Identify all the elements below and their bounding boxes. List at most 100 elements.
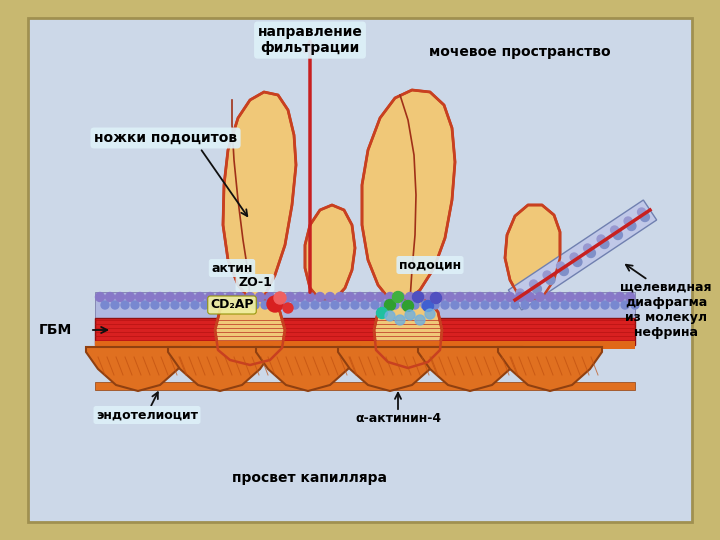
Circle shape xyxy=(485,293,495,301)
Circle shape xyxy=(591,301,599,309)
Circle shape xyxy=(557,262,564,270)
Circle shape xyxy=(561,301,569,309)
Polygon shape xyxy=(374,300,442,368)
Circle shape xyxy=(301,301,309,309)
Circle shape xyxy=(101,301,109,309)
Circle shape xyxy=(361,301,369,309)
FancyBboxPatch shape xyxy=(95,382,635,390)
Circle shape xyxy=(600,240,609,248)
Circle shape xyxy=(395,315,405,325)
Text: подоцин: подоцин xyxy=(399,259,461,272)
Circle shape xyxy=(565,293,575,301)
Circle shape xyxy=(501,301,509,309)
Circle shape xyxy=(481,301,489,309)
Circle shape xyxy=(426,293,434,301)
Text: щелевидная
диафрагма
из молекул
нефрина: щелевидная диафрагма из молекул нефрина xyxy=(620,281,712,339)
Polygon shape xyxy=(338,347,442,391)
Circle shape xyxy=(543,271,551,279)
Circle shape xyxy=(570,253,578,261)
Circle shape xyxy=(521,301,529,309)
Circle shape xyxy=(215,293,225,301)
Circle shape xyxy=(491,301,499,309)
Circle shape xyxy=(516,289,524,297)
Circle shape xyxy=(413,292,423,302)
Circle shape xyxy=(281,301,289,309)
Circle shape xyxy=(423,300,433,312)
Circle shape xyxy=(616,293,624,301)
Circle shape xyxy=(584,244,592,252)
Circle shape xyxy=(371,301,379,309)
Circle shape xyxy=(446,293,454,301)
Circle shape xyxy=(392,292,403,302)
Circle shape xyxy=(235,293,245,301)
Circle shape xyxy=(624,217,632,225)
Circle shape xyxy=(161,301,169,309)
Circle shape xyxy=(421,301,429,309)
Circle shape xyxy=(201,301,209,309)
Circle shape xyxy=(385,293,395,301)
Circle shape xyxy=(586,248,595,258)
Circle shape xyxy=(283,303,293,313)
Circle shape xyxy=(627,221,636,231)
Circle shape xyxy=(106,293,114,301)
Circle shape xyxy=(638,208,646,216)
Circle shape xyxy=(145,293,155,301)
Circle shape xyxy=(341,301,349,309)
Circle shape xyxy=(196,293,204,301)
Circle shape xyxy=(573,258,582,267)
Text: α-актинин-4: α-актинин-4 xyxy=(355,411,441,424)
Circle shape xyxy=(519,294,528,302)
Circle shape xyxy=(431,301,439,309)
Text: направление
фильтрации: направление фильтрации xyxy=(258,25,362,55)
Circle shape xyxy=(401,301,409,309)
Circle shape xyxy=(366,293,374,301)
Circle shape xyxy=(325,293,335,301)
Circle shape xyxy=(405,310,415,320)
Circle shape xyxy=(511,301,519,309)
Circle shape xyxy=(456,293,464,301)
Circle shape xyxy=(131,301,139,309)
Circle shape xyxy=(121,301,129,309)
Circle shape xyxy=(176,293,184,301)
Circle shape xyxy=(606,293,614,301)
Circle shape xyxy=(186,293,194,301)
Circle shape xyxy=(415,315,425,325)
Circle shape xyxy=(516,293,524,301)
Circle shape xyxy=(411,301,419,309)
Circle shape xyxy=(96,293,104,301)
Polygon shape xyxy=(508,200,657,310)
Circle shape xyxy=(613,231,622,240)
Circle shape xyxy=(384,300,395,310)
Circle shape xyxy=(271,301,279,309)
Polygon shape xyxy=(362,90,455,300)
Circle shape xyxy=(251,301,259,309)
Circle shape xyxy=(305,293,315,301)
Circle shape xyxy=(266,293,274,301)
Circle shape xyxy=(191,301,199,309)
Text: эндотелиоцит: эндотелиоцит xyxy=(96,408,198,422)
Circle shape xyxy=(546,293,554,301)
Circle shape xyxy=(111,301,119,309)
Circle shape xyxy=(431,293,441,303)
Circle shape xyxy=(571,301,579,309)
Polygon shape xyxy=(505,205,560,300)
Text: ZO-1: ZO-1 xyxy=(238,276,272,289)
Circle shape xyxy=(225,293,235,301)
Polygon shape xyxy=(223,92,296,300)
Circle shape xyxy=(402,300,413,312)
FancyBboxPatch shape xyxy=(95,318,635,345)
Circle shape xyxy=(256,293,264,301)
Circle shape xyxy=(601,301,609,309)
Polygon shape xyxy=(256,347,360,391)
Circle shape xyxy=(391,301,399,309)
Circle shape xyxy=(221,301,229,309)
Circle shape xyxy=(181,301,189,309)
Circle shape xyxy=(385,311,395,321)
Circle shape xyxy=(631,301,639,309)
Circle shape xyxy=(395,293,405,301)
Text: ножки подоцитов: ножки подоцитов xyxy=(94,131,237,145)
Circle shape xyxy=(530,280,538,288)
Text: актин: актин xyxy=(211,261,253,274)
Circle shape xyxy=(461,301,469,309)
Circle shape xyxy=(621,301,629,309)
